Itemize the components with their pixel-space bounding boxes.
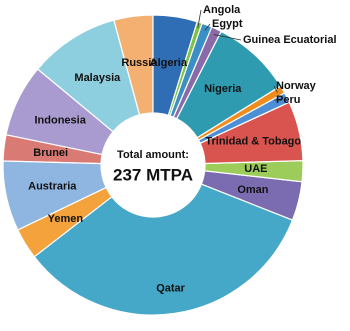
slice-label: Norway xyxy=(276,80,317,92)
slice-label: Brunei xyxy=(33,147,68,159)
leader-line xyxy=(213,34,242,41)
leader-line xyxy=(197,9,202,29)
leader-line xyxy=(204,23,211,31)
donut-slice xyxy=(5,68,114,156)
slice-label: Yemen xyxy=(48,213,84,225)
slice-label: Russia xyxy=(121,57,158,69)
donut-slice xyxy=(152,14,198,117)
donut-slice xyxy=(175,30,282,139)
slice-label: UAE xyxy=(244,163,267,175)
donut-hole xyxy=(102,114,204,216)
center-total: 237 MTPA xyxy=(113,165,193,184)
slice-label: Oman xyxy=(237,184,268,196)
donut-slice xyxy=(2,160,107,231)
slice-label: Qatar xyxy=(156,283,185,295)
slice-label: Austraria xyxy=(28,180,77,192)
slice-label: Peru xyxy=(276,94,300,106)
slice-label: Guinea Ecuatorial xyxy=(243,34,337,46)
slice-label: Angola xyxy=(203,4,241,16)
donut-slice xyxy=(2,134,103,165)
slice-label: Indonesia xyxy=(34,114,86,126)
slice-label: Egypt xyxy=(212,18,243,30)
donut-slice xyxy=(36,19,141,133)
slice-label: Trinidad & Tobago xyxy=(205,135,301,147)
donut-slice xyxy=(17,186,113,258)
slice-label: Malaysia xyxy=(74,72,121,84)
leader-line xyxy=(273,85,278,93)
slice-label: Nigeria xyxy=(204,83,242,95)
donut-slice xyxy=(200,170,303,221)
donut-slice xyxy=(33,183,294,316)
slice-label: Algeria xyxy=(150,57,188,69)
donut-slice xyxy=(204,159,304,183)
donut-slice xyxy=(199,101,304,165)
center-label: Total amount: xyxy=(117,149,189,161)
